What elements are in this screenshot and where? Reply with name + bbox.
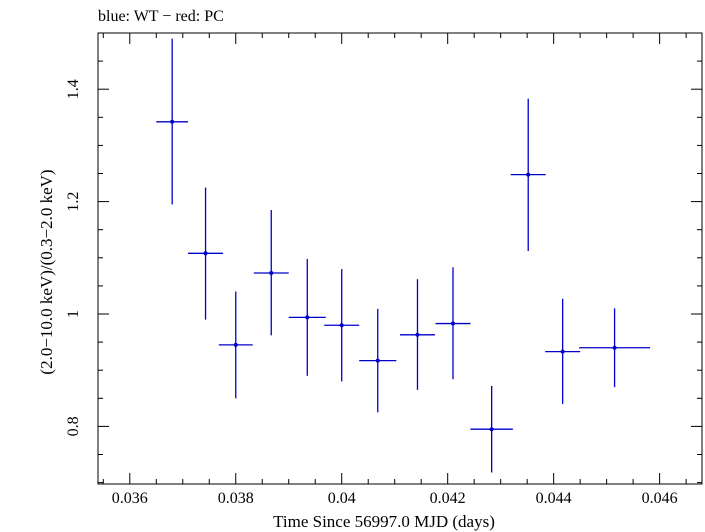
y-axis-tick-labels: 0.8 1 1.2 1.4 [65, 79, 82, 436]
y-tick-label: 1 [65, 310, 82, 318]
point-marker [375, 358, 380, 363]
data-point [400, 279, 435, 390]
data-point [288, 258, 326, 376]
data-point [470, 385, 513, 473]
y-axis-label: (2.0−10.0 keV)/(0.3−2.0 keV) [37, 169, 56, 374]
plot-frame [97, 32, 703, 485]
chart-title: blue: WT − red: PC [98, 8, 224, 25]
point-marker [560, 349, 565, 354]
y-tick-label: 0.8 [65, 416, 82, 436]
y-tick-label: 1.2 [65, 192, 82, 212]
x-axis-ticks [102, 33, 687, 484]
point-marker [269, 270, 274, 275]
data-point [359, 308, 397, 413]
point-marker [526, 172, 531, 177]
data-point [156, 38, 189, 205]
x-axis-label: Time Since 56997.0 MJD (days) [273, 512, 495, 531]
data-point [324, 269, 360, 382]
y-axis-ticks [98, 32, 702, 484]
point-marker [612, 345, 617, 350]
data-point [510, 98, 546, 252]
point-marker [233, 342, 238, 347]
point-marker [339, 323, 344, 328]
x-tick-label: 0.044 [536, 490, 572, 507]
data-point [218, 291, 253, 399]
data-point [253, 210, 289, 336]
data-point [188, 187, 224, 320]
x-tick-label: 0.04 [328, 490, 356, 507]
data-point [579, 308, 651, 388]
point-marker [415, 332, 420, 337]
data-points [156, 38, 651, 473]
x-axis-tick-labels: 0.036 0.038 0.04 0.042 0.044 0.046 [112, 490, 678, 507]
point-marker [305, 315, 310, 320]
x-tick-label: 0.038 [218, 490, 254, 507]
point-marker [450, 321, 455, 326]
data-point [435, 267, 471, 380]
data-point [545, 298, 581, 404]
x-tick-label: 0.046 [642, 490, 678, 507]
x-tick-label: 0.036 [112, 490, 148, 507]
point-marker [203, 251, 208, 256]
point-marker [489, 427, 494, 432]
x-tick-label: 0.042 [430, 490, 466, 507]
y-tick-label: 1.4 [65, 79, 82, 99]
point-marker [170, 119, 175, 124]
